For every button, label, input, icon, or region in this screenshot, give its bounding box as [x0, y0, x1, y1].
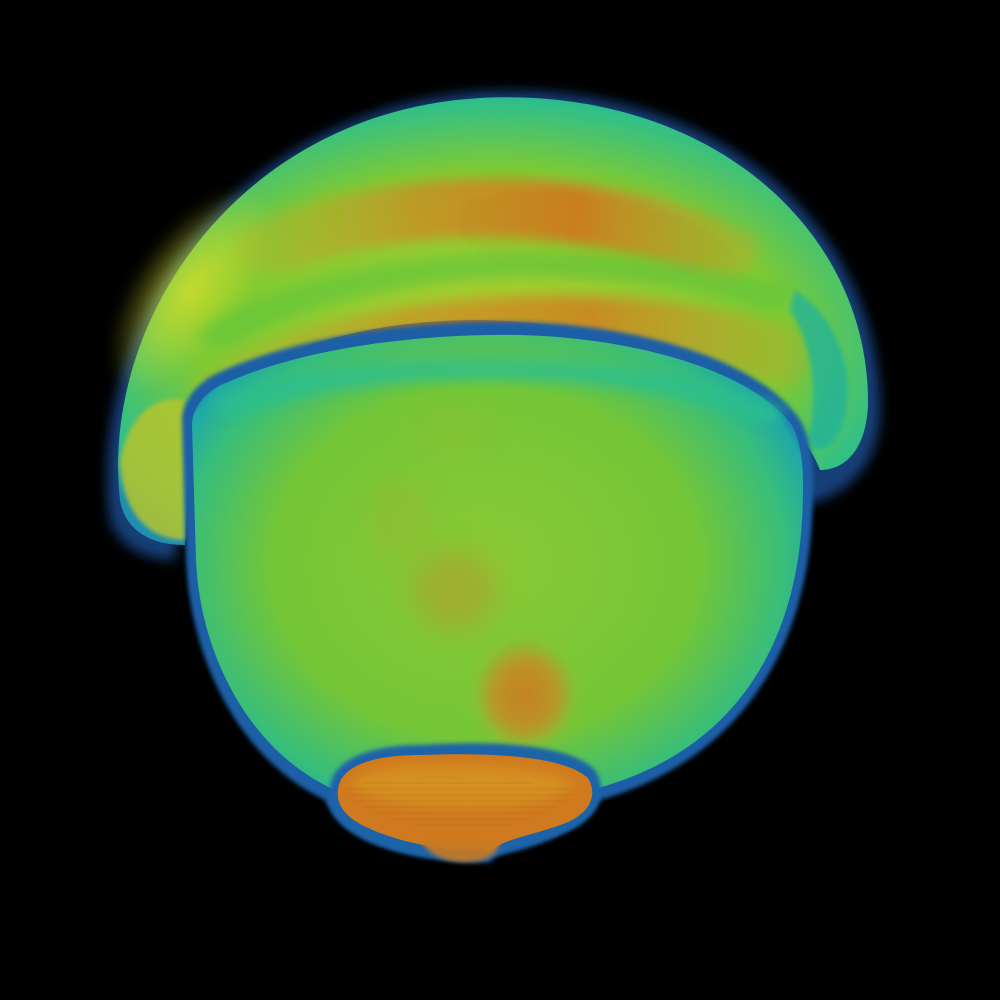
bottom-plume-rings [345, 776, 575, 830]
bottom-tail [420, 838, 500, 862]
cap-lower-band [188, 295, 809, 397]
cap-middle-green [199, 252, 790, 348]
interior-blob-2 [413, 550, 497, 630]
interior-blob-3 [410, 405, 490, 455]
interior-blob-1 [370, 480, 430, 560]
cap-left-lobe [120, 399, 186, 540]
cap-right-rim [790, 290, 848, 449]
sphere-top-rim [214, 358, 786, 423]
cap-left-highlight [107, 186, 273, 394]
sphere-body [192, 334, 804, 843]
lower-orange-column-rings [480, 642, 570, 738]
